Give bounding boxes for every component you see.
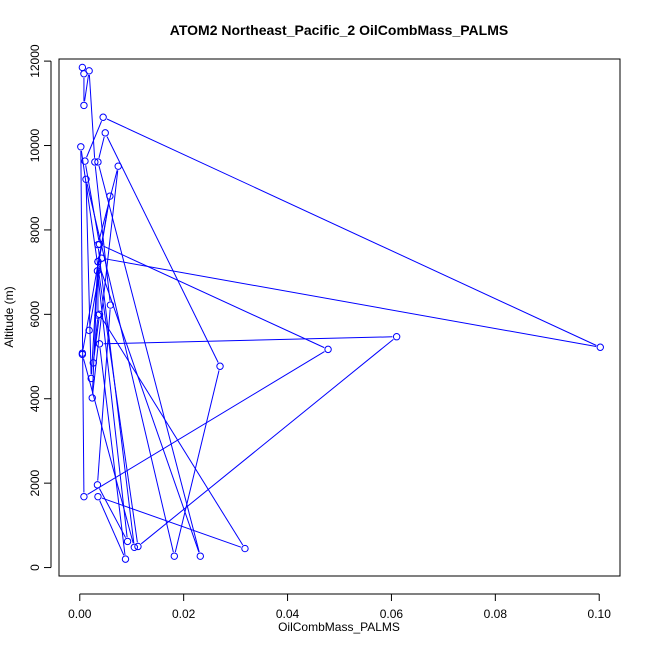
data-point — [78, 63, 87, 72]
data-point — [80, 101, 88, 110]
data-point — [85, 326, 93, 335]
data-point — [114, 162, 122, 170]
data-point — [91, 158, 99, 166]
series-line-segment — [99, 347, 126, 556]
plot-area — [58, 58, 621, 577]
data-point — [99, 113, 107, 121]
y-axis: 0 2000 4000 6000 8000 10000 12000 — [28, 44, 52, 571]
series-line-segment — [86, 120, 103, 158]
series-line-segment — [86, 183, 174, 553]
data-point — [196, 552, 204, 560]
data-point — [216, 362, 224, 370]
data-point — [241, 544, 249, 553]
x-tick-label: 0.00 — [68, 607, 92, 621]
x-tick-label: 0.02 — [172, 607, 196, 621]
series-line-segment — [98, 170, 118, 241]
y-tick-label: 8000 — [28, 216, 42, 243]
data-point — [106, 192, 114, 200]
data-point — [392, 333, 401, 341]
data-point — [78, 350, 87, 359]
series-line-segment — [140, 338, 394, 545]
series-line-segment — [87, 351, 325, 495]
data-point — [94, 492, 102, 501]
series-line-segment — [101, 317, 244, 546]
series-line-segment — [98, 488, 127, 538]
series-line-segment — [94, 166, 111, 301]
data-point — [170, 552, 179, 560]
data-point — [82, 175, 90, 183]
series-line-segment — [101, 497, 242, 548]
x-tick-label: 0.08 — [484, 607, 508, 621]
y-tick-label: 0 — [28, 564, 42, 571]
series-line-segment — [98, 165, 200, 553]
x-tick-label: 0.10 — [588, 607, 612, 621]
series-line-segment — [99, 500, 125, 556]
series-line-segment — [98, 265, 200, 553]
data-point — [77, 143, 85, 151]
data-point — [130, 543, 139, 552]
data-point — [106, 301, 115, 309]
x-axis: 0.00 0.02 0.04 0.06 0.08 0.10 — [68, 593, 612, 621]
series-layer — [77, 63, 604, 563]
series-line-segment — [80, 150, 138, 543]
x-axis-label: OilCombMass_PALMS — [278, 620, 400, 634]
series-line-segment — [82, 200, 110, 350]
series-line-segment — [103, 336, 393, 345]
y-tick-label: 4000 — [28, 385, 42, 412]
data-point — [596, 343, 604, 351]
x-tick-label: 0.06 — [380, 607, 404, 621]
series-line-segment — [106, 118, 597, 346]
data-point — [93, 481, 102, 489]
data-point — [87, 374, 95, 383]
x-tick-label: 0.04 — [276, 607, 300, 621]
data-point — [121, 555, 130, 563]
data-point — [94, 311, 102, 319]
data-point — [80, 492, 88, 501]
y-tick-label: 10000 — [28, 129, 42, 163]
data-point — [123, 537, 132, 546]
series-line-segment — [85, 183, 92, 375]
data-point — [324, 345, 332, 354]
data-point — [95, 240, 104, 248]
data-point — [134, 542, 142, 551]
y-tick-label: 12000 — [28, 44, 42, 78]
y-tick-label: 6000 — [28, 301, 42, 328]
data-point — [81, 157, 89, 165]
data-point — [95, 340, 104, 348]
series-line-segment — [80, 150, 85, 493]
series-line-segment — [82, 358, 134, 544]
data-point — [94, 158, 102, 166]
data-point — [85, 67, 93, 75]
series-line-segment — [98, 136, 105, 159]
series-line-segment — [103, 245, 325, 349]
data-point — [101, 129, 109, 137]
series-line-segment — [85, 165, 100, 241]
data-point — [89, 359, 97, 367]
series-line-segment — [93, 318, 100, 359]
series-line-segment — [89, 262, 102, 327]
series-line-segment — [88, 74, 96, 158]
series-line-segment — [174, 370, 220, 553]
series-line-segment — [84, 74, 89, 102]
data-point — [97, 254, 106, 262]
data-point — [95, 310, 104, 319]
series-line-segment — [106, 136, 219, 363]
series-line-segment — [105, 258, 597, 348]
y-tick-label: 2000 — [28, 469, 42, 496]
y-axis-label: Altitude (m) — [2, 286, 16, 347]
chart-title: ATOM2 Northeast_Pacific_2 OilCombMass_PA… — [170, 22, 508, 38]
data-point — [88, 394, 96, 402]
data-point — [93, 267, 102, 275]
